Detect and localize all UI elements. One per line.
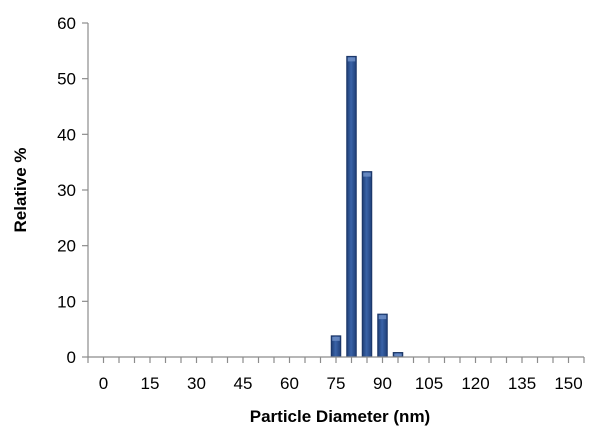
x-tick-label: 0 [99,374,108,393]
bar [346,55,357,358]
x-tick-label: 15 [141,374,160,393]
bar [330,335,342,358]
x-tick-label: 135 [508,374,536,393]
x-tick-label: 75 [327,374,346,393]
x-tick-label: 150 [554,374,582,393]
y-tick-label: 20 [57,237,76,256]
x-tick-label: 45 [234,374,253,393]
y-tick-label: 30 [57,181,76,200]
x-tick-label: 120 [461,374,489,393]
y-tick-label: 40 [57,125,76,144]
x-axis-title: Particle Diameter (nm) [250,407,430,426]
bar [361,171,373,358]
bar [377,313,388,358]
x-axis-ticks: 0 15 30 45 60 75 90 105 120 135 150 [87,357,585,393]
x-tick-label: 90 [373,374,392,393]
x-tick-label: 30 [187,374,206,393]
y-tick-label: 60 [57,14,76,33]
y-tick-label: 50 [57,70,76,89]
x-tick-label: 60 [280,374,299,393]
x-tick-label: 105 [415,374,443,393]
y-axis-title: Relative % [11,147,30,232]
bars [330,55,404,358]
y-axis-ticks: 0 10 20 30 40 50 60 [57,14,88,367]
y-tick-label: 0 [67,348,76,367]
y-tick-label: 10 [57,292,76,311]
bar [392,352,404,358]
